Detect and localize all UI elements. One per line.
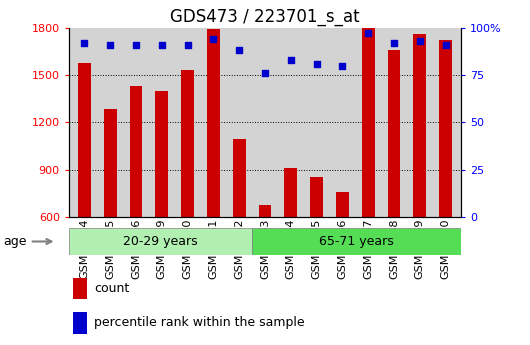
Point bbox=[235, 48, 243, 53]
Bar bbox=[387, 50, 401, 312]
Point bbox=[80, 40, 89, 46]
Bar bbox=[69, 228, 252, 255]
Point bbox=[106, 42, 114, 47]
Point bbox=[416, 38, 424, 43]
Point bbox=[441, 42, 450, 47]
Bar bbox=[104, 109, 117, 312]
Bar bbox=[207, 29, 220, 312]
Point bbox=[312, 61, 321, 66]
Text: count: count bbox=[94, 282, 130, 295]
Text: 65-71 years: 65-71 years bbox=[319, 235, 394, 248]
Point bbox=[209, 36, 218, 42]
Text: 20-29 years: 20-29 years bbox=[123, 235, 198, 248]
Bar bbox=[336, 192, 349, 312]
Bar bbox=[233, 139, 245, 312]
Bar bbox=[155, 91, 168, 312]
Point bbox=[364, 30, 373, 36]
Point bbox=[287, 57, 295, 62]
Bar bbox=[78, 63, 91, 312]
Bar bbox=[310, 177, 323, 312]
Bar bbox=[252, 228, 461, 255]
Point bbox=[183, 42, 192, 47]
Bar bbox=[362, 28, 375, 312]
Bar bbox=[129, 86, 143, 312]
Title: GDS473 / 223701_s_at: GDS473 / 223701_s_at bbox=[170, 8, 360, 26]
Bar bbox=[259, 205, 271, 312]
Bar bbox=[73, 312, 86, 334]
Point bbox=[338, 63, 347, 68]
Point bbox=[157, 42, 166, 47]
Point bbox=[132, 42, 140, 47]
Bar bbox=[439, 40, 452, 312]
Bar bbox=[413, 34, 426, 312]
Text: percentile rank within the sample: percentile rank within the sample bbox=[94, 316, 305, 329]
Point bbox=[261, 70, 269, 76]
Text: age: age bbox=[4, 235, 51, 248]
Point bbox=[390, 40, 398, 46]
Bar bbox=[73, 278, 86, 299]
Bar bbox=[181, 70, 194, 312]
Bar bbox=[285, 168, 297, 312]
